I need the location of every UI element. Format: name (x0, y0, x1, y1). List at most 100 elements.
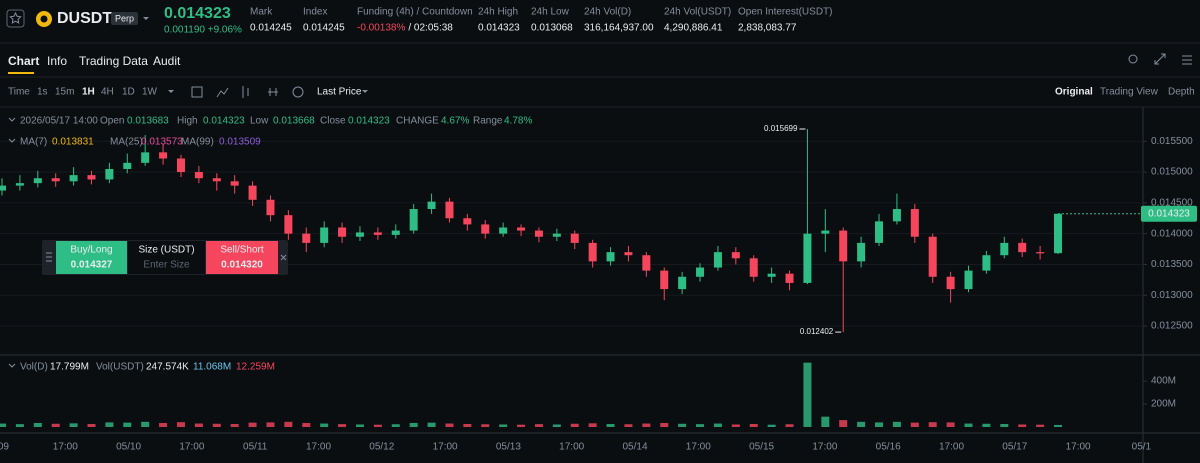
tab[interactable]: Chart (8, 54, 39, 68)
stat-value: 316,164,937.00 (584, 23, 654, 34)
size-placeholder: Enter Size (143, 260, 190, 271)
candle-body (355, 232, 364, 237)
interval[interactable]: 1D (122, 87, 135, 98)
candle-body (373, 232, 382, 235)
expand-icon[interactable] (1154, 53, 1166, 65)
candle-body (391, 230, 400, 235)
interval-caret[interactable] (168, 90, 174, 93)
candle-body (839, 230, 848, 262)
candle-body (749, 258, 758, 277)
candle-body (1054, 213, 1062, 254)
volume-bar (642, 423, 651, 427)
vol-value: 12.259M (236, 362, 275, 373)
indicator-icon[interactable] (191, 86, 203, 98)
bell-icon[interactable] (1128, 54, 1138, 64)
tab[interactable]: Info (47, 54, 67, 68)
favorite-button[interactable] (6, 9, 25, 28)
interval[interactable]: 4H (101, 87, 114, 98)
chart-type-icon[interactable] (216, 87, 229, 98)
x-tick-label: 05/16 (876, 442, 901, 453)
x-tick-label: 17:00 (559, 442, 584, 453)
candle-body (51, 178, 60, 182)
candle-body (821, 230, 830, 234)
ma-name: MA(99) (181, 137, 214, 148)
tab-underline (8, 72, 34, 74)
collapse-icon[interactable] (8, 138, 16, 143)
tab[interactable]: Trading Data (79, 54, 148, 68)
interval[interactable]: 1W (142, 87, 158, 98)
candle-body (678, 276, 687, 290)
interval[interactable]: Time (8, 87, 30, 98)
x-tick-label: 05/15 (749, 442, 774, 453)
x-tick-label: 17:00 (1066, 442, 1091, 453)
stat-value: 4,290,886.41 (664, 23, 723, 34)
y-tick-label: 0.013500 (1151, 259, 1193, 270)
buy-button[interactable] (56, 241, 127, 274)
interval[interactable]: 15m (55, 87, 74, 98)
y-tick-label: 0.015500 (1151, 136, 1193, 147)
collapse-icon[interactable] (8, 117, 16, 122)
volume-bar (320, 423, 329, 427)
ma-value: 0.013573 (141, 137, 183, 148)
candle-body (606, 252, 615, 262)
badge-bg (111, 12, 138, 25)
volume-bar (624, 424, 633, 427)
y-tick-label: 0.014500 (1151, 197, 1193, 208)
tab[interactable]: Audit (153, 54, 181, 68)
volume-bar (105, 422, 114, 427)
price-type[interactable]: Last Price (317, 87, 362, 98)
close-widget[interactable] (280, 254, 287, 261)
candle-body (230, 181, 239, 186)
volume-bar (1054, 424, 1062, 427)
interval[interactable]: 1s (37, 87, 48, 98)
volume-bar (946, 422, 955, 427)
candle-body (1036, 252, 1045, 254)
volume-bar (606, 424, 615, 427)
y-tick-label: 0.014000 (1151, 228, 1193, 239)
low-label: Low (250, 116, 269, 127)
candle-body (248, 185, 257, 200)
volume-bar (355, 424, 364, 427)
candle-body (982, 255, 991, 271)
vol-name: Vol(D) (20, 362, 48, 373)
candle-icon[interactable] (242, 86, 249, 98)
close-label: Close (320, 116, 346, 127)
stat-extra: / 02:05:38 (408, 23, 453, 34)
candle-body (33, 178, 42, 184)
price-type-caret[interactable] (362, 90, 368, 93)
interval[interactable]: 1H (82, 87, 95, 98)
y-tick-label: 200M (1151, 399, 1176, 410)
symbol-caret[interactable] (143, 17, 149, 20)
view-option[interactable]: Trading View (1100, 87, 1159, 98)
volume-bar (696, 424, 705, 427)
drawing-icon[interactable] (268, 88, 278, 96)
price-change: 0.001190 +9.06% (164, 25, 242, 36)
candle-body (194, 172, 203, 179)
stat-value: 0.013068 (531, 23, 573, 34)
x-tick-label: 17:00 (433, 442, 458, 453)
x-tick-label: 05/13 (496, 442, 521, 453)
view-option[interactable]: Original (1055, 87, 1093, 98)
sell-button[interactable] (206, 241, 278, 274)
drag-handle[interactable] (46, 252, 52, 262)
candle-body (785, 273, 794, 283)
size-input[interactable] (128, 241, 205, 274)
symbol[interactable]: DUSDT (57, 10, 112, 27)
candle-body (713, 252, 722, 268)
volume-bar (463, 424, 472, 427)
view-option[interactable]: Depth (1168, 87, 1195, 98)
volume-bar (409, 422, 418, 427)
volume-bar (391, 424, 400, 427)
volume-bar (445, 423, 454, 427)
collapse-icon[interactable] (8, 363, 16, 368)
x-tick-label: 17:00 (179, 442, 204, 453)
volume-bar (678, 423, 687, 427)
menu-icon[interactable] (1182, 55, 1192, 65)
range-value: 4.78% (504, 116, 532, 127)
candle-body (660, 270, 669, 290)
x-tick-label: 05/1 (1132, 442, 1152, 453)
ma-value: 0.013509 (219, 137, 261, 148)
settings-icon[interactable] (292, 86, 304, 98)
candle-body (857, 242, 866, 262)
